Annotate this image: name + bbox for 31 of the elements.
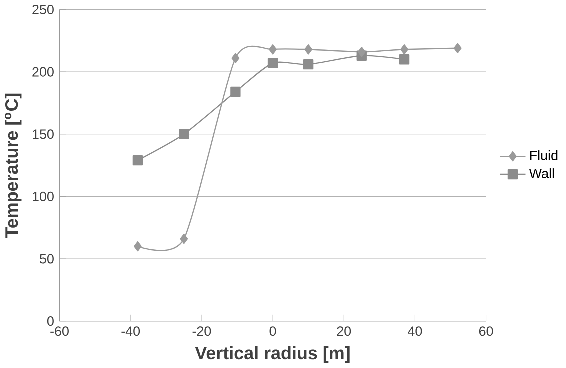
point bbox=[303, 59, 314, 70]
x-tick-label: -40 bbox=[122, 326, 140, 336]
point bbox=[134, 241, 142, 252]
legend-label: Fluid bbox=[530, 150, 558, 160]
point bbox=[358, 46, 366, 58]
y-tick-label: 200 bbox=[32, 67, 54, 77]
point bbox=[232, 53, 240, 64]
point bbox=[230, 86, 241, 98]
y-tick-label: 0 bbox=[47, 316, 54, 326]
point bbox=[269, 44, 277, 55]
point bbox=[180, 234, 188, 244]
y-tick-label: 250 bbox=[32, 4, 54, 14]
point bbox=[132, 155, 144, 166]
y-tick-label: 150 bbox=[33, 130, 54, 140]
x-tick-label: -60 bbox=[50, 326, 69, 336]
point bbox=[399, 54, 410, 65]
x-tick-label: 20 bbox=[337, 326, 352, 336]
x-tick-label: -20 bbox=[192, 326, 212, 336]
x-tick-label: 60 bbox=[479, 326, 494, 336]
point bbox=[304, 44, 313, 55]
point bbox=[268, 58, 278, 68]
y-tick-label: 100 bbox=[33, 192, 54, 202]
point bbox=[179, 129, 190, 140]
point bbox=[400, 44, 408, 55]
y-tick-label: 50 bbox=[40, 254, 54, 264]
point bbox=[454, 43, 462, 54]
x-tick-label: 40 bbox=[408, 326, 422, 336]
y-axis-title: Temperature [$^{o}$C] bbox=[4, 94, 22, 238]
x-axis-title: Vertical radius [m] bbox=[195, 346, 350, 364]
legend-label: Wall bbox=[529, 168, 554, 178]
x-tick-label: 0 bbox=[270, 326, 276, 336]
